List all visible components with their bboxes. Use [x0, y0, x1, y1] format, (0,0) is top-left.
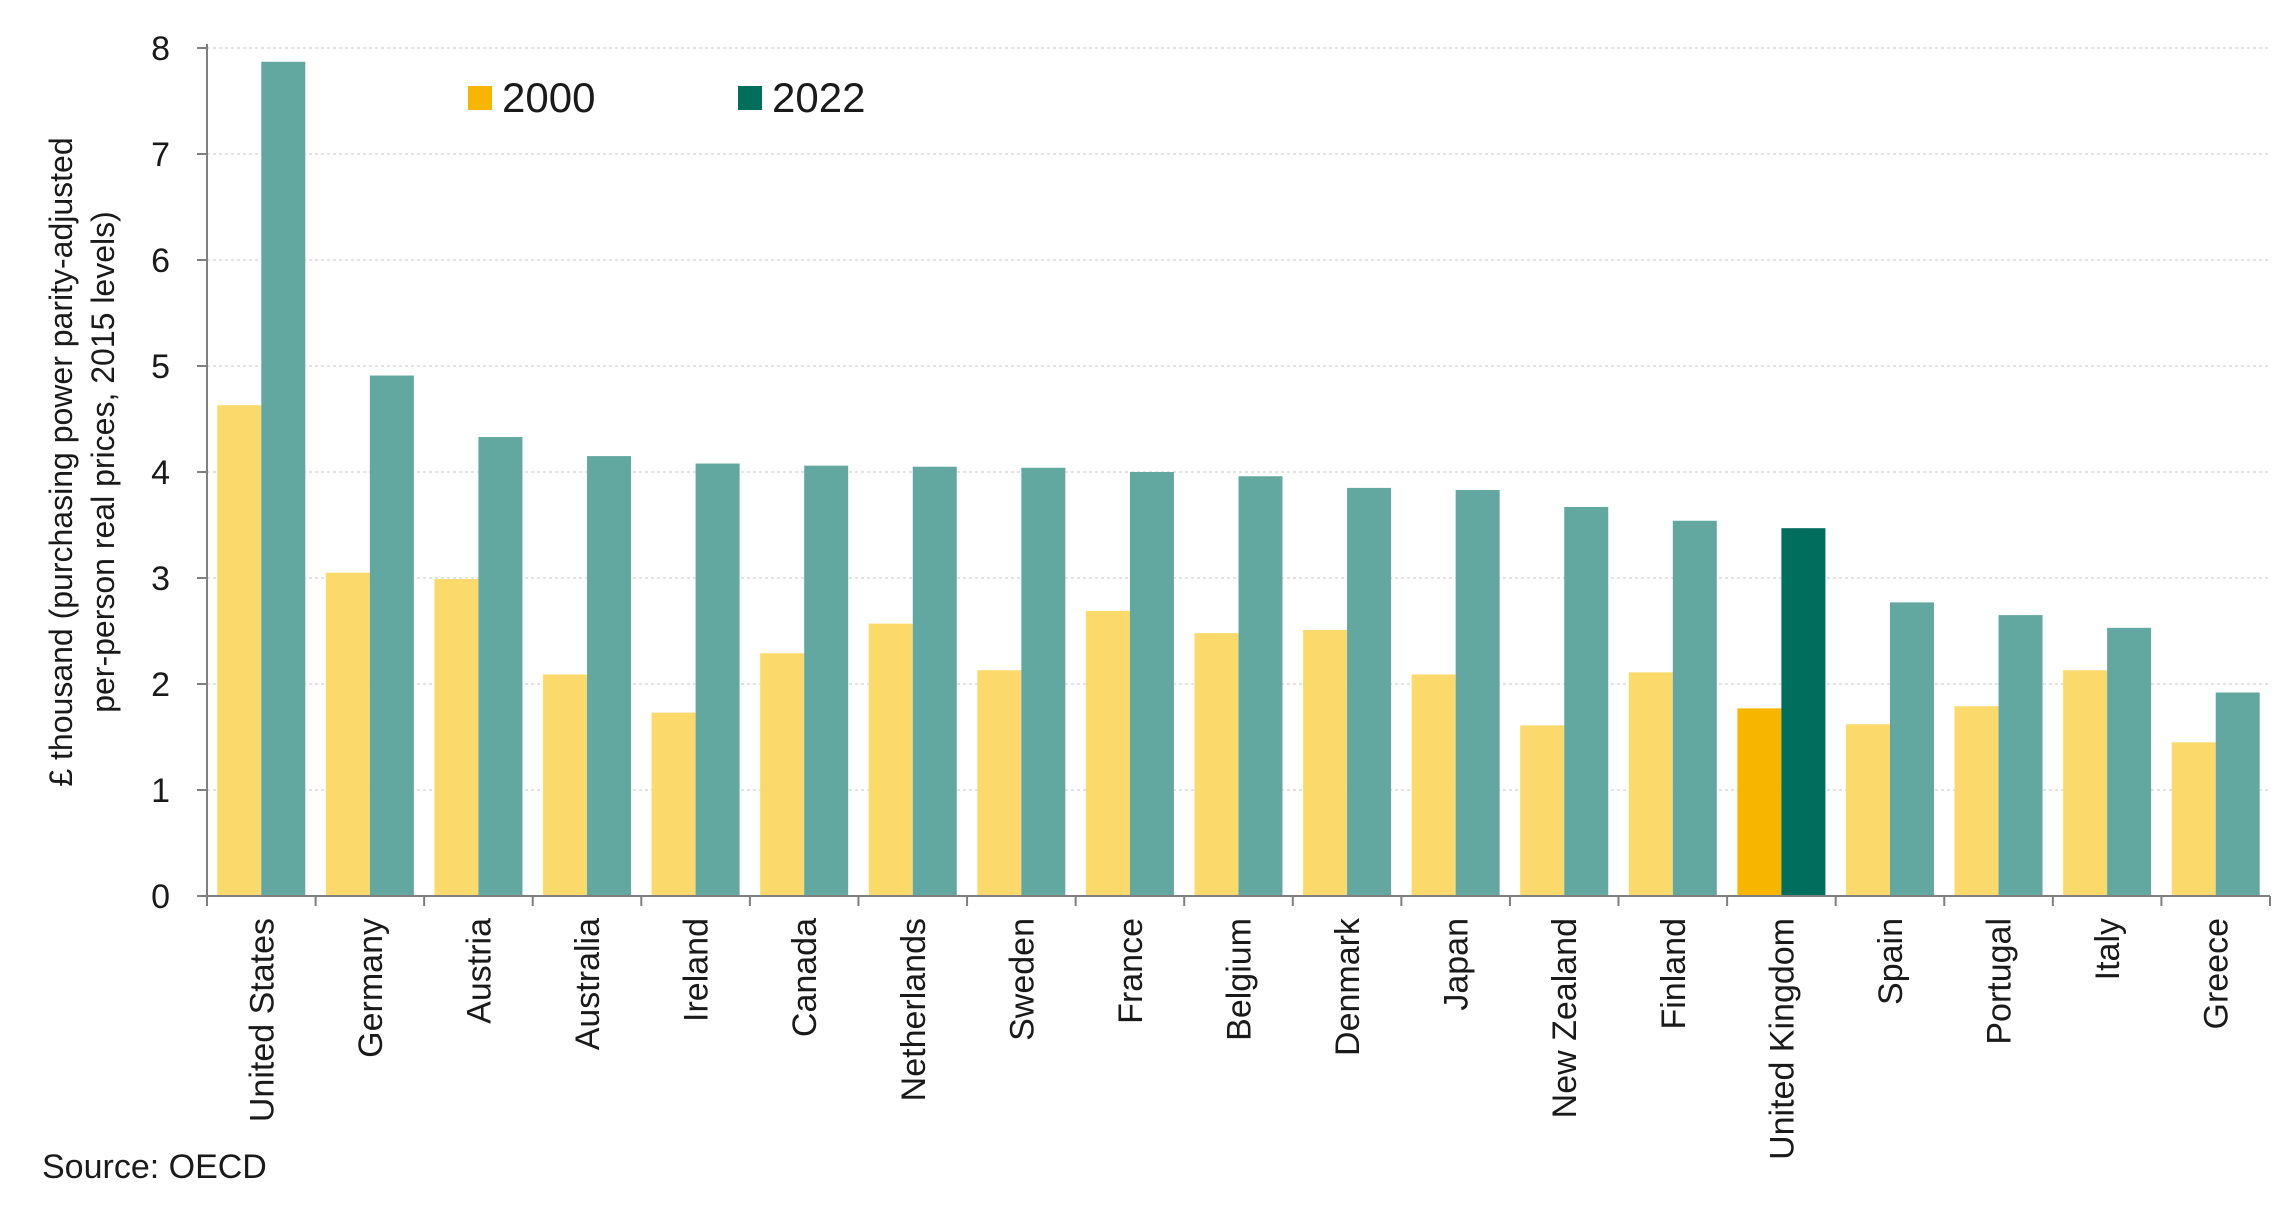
bar-2000-france — [1085, 610, 1130, 896]
bar-2022-denmark — [1347, 487, 1392, 896]
y-tick-label: 6 — [151, 242, 170, 280]
bar-2022-australia — [587, 456, 632, 896]
bar-2022-spain — [1889, 602, 1934, 896]
y-axis-title: £ thousand (purchasing power parity-adju… — [43, 137, 121, 786]
x-tick-label: Canada — [786, 918, 824, 1037]
bar-2022-sweden — [1021, 467, 1066, 896]
y-axis-ticks: 0 1 2 3 4 5 6 7 8 — [151, 30, 207, 916]
bar-2022-italy — [2107, 627, 2152, 896]
legend-swatch-2022 — [738, 86, 762, 110]
y-tick-label: 0 — [151, 878, 170, 916]
bar-2022-ireland — [695, 463, 740, 896]
y-tick-label: 5 — [151, 348, 170, 386]
legend-swatch-2000 — [468, 86, 492, 110]
bar-2022-canada — [804, 465, 849, 896]
x-tick-label: Germany — [352, 918, 390, 1058]
x-tick-label: Australia — [569, 918, 607, 1050]
bar-2022-greece — [2215, 692, 2260, 896]
y-axis-title-line2: per-person real prices, 2015 levels) — [85, 211, 121, 713]
bar-2000-netherlands — [868, 623, 913, 896]
bar-2000-united-states — [217, 405, 262, 896]
bar-2000-finland — [1628, 672, 1673, 896]
axes — [206, 44, 2271, 906]
legend-label-2000: 2000 — [502, 74, 595, 121]
bar-2000-ireland — [651, 712, 696, 896]
bar-2022-germany — [369, 375, 414, 896]
x-tick-label: Japan — [1438, 918, 1476, 1011]
y-tick-label: 3 — [151, 560, 170, 598]
source-note: Source: OECD — [42, 1148, 267, 1186]
bar-2000-portugal — [1954, 706, 1999, 896]
bar-2022-finland — [1672, 520, 1717, 896]
y-tick-label: 8 — [151, 30, 170, 68]
x-tick-label: Sweden — [1003, 918, 1041, 1041]
bar-2022-austria — [478, 437, 523, 896]
y-tick-label: 7 — [151, 136, 170, 174]
y-tick-label: 2 — [151, 666, 170, 704]
bar-2022-united-states — [261, 61, 306, 896]
y-axis-title-line1: £ thousand (purchasing power parity-adju… — [43, 137, 79, 786]
bar-2022-portugal — [1998, 615, 2043, 896]
bar-2000-australia — [543, 674, 588, 896]
bar-2000-italy — [2063, 670, 2108, 896]
bar-2022-japan — [1455, 490, 1500, 896]
legend: 2000 2022 — [468, 74, 865, 121]
legend-label-2022: 2022 — [772, 74, 865, 121]
bar-2000-canada — [760, 653, 805, 896]
bar-2022-netherlands — [912, 466, 957, 896]
bar-2022-france — [1129, 472, 1174, 896]
bar-2000-austria — [434, 579, 479, 896]
x-tick-label: United States — [243, 918, 281, 1122]
bar-2000-new-zealand — [1520, 725, 1565, 896]
category-labels: United States Germany Austria Australia Irel… — [243, 917, 2235, 1160]
x-tick-label: Belgium — [1221, 918, 1259, 1041]
y-tick-label: 1 — [151, 772, 170, 810]
x-tick-label: New Zealand — [1546, 918, 1584, 1118]
bar-2000-germany — [325, 572, 370, 896]
x-tick-label: Italy — [2089, 918, 2127, 980]
y-tick-label: 4 — [151, 454, 170, 492]
bars — [217, 61, 2260, 896]
x-tick-label: France — [1112, 918, 1150, 1024]
x-tick-label: Portugal — [1981, 918, 2019, 1045]
bar-2022-belgium — [1238, 476, 1283, 896]
x-tick-label: Denmark — [1329, 917, 1367, 1056]
bar-2000-belgium — [1194, 633, 1239, 896]
bar-2022-united-kingdom — [1781, 528, 1826, 896]
x-tick-label: Spain — [1872, 918, 1910, 1005]
bar-2000-greece — [2171, 742, 2216, 896]
bar-2000-spain — [1845, 724, 1890, 896]
bar-2022-new-zealand — [1564, 506, 1609, 896]
bar-2000-japan — [1411, 674, 1456, 896]
x-tick-label: Greece — [2198, 918, 2236, 1030]
bar-2000-united-kingdom — [1737, 708, 1782, 896]
x-tick-label: Finland — [1655, 918, 1693, 1030]
bar-2000-sweden — [977, 670, 1022, 896]
x-tick-label: United Kingdom — [1763, 918, 1801, 1160]
x-tick-label: Austria — [460, 918, 498, 1024]
x-tick-label: Ireland — [678, 918, 716, 1022]
bar-2000-denmark — [1303, 629, 1348, 896]
x-tick-label: Netherlands — [895, 918, 933, 1101]
